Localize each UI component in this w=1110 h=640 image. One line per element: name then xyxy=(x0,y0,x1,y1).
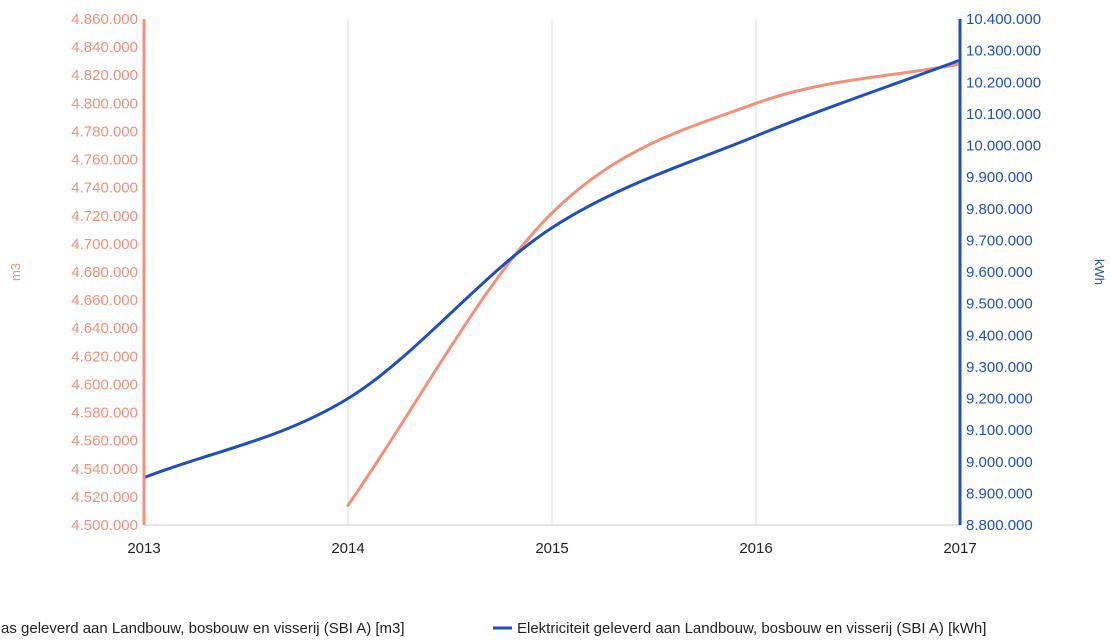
x-tick-label: 2013 xyxy=(127,540,160,557)
right-tick-label: 10.000.000 xyxy=(966,138,1041,155)
right-tick-label: 9.000.000 xyxy=(966,454,1033,471)
left-tick-label: 4.700.000 xyxy=(71,236,138,253)
x-axis-ticks: 2013 2014 2015 2016 2017 xyxy=(127,540,976,557)
right-tick-label: 8.800.000 xyxy=(966,517,1033,534)
left-tick-label: 4.720.000 xyxy=(71,208,138,225)
right-tick-label: 9.300.000 xyxy=(966,359,1033,376)
left-tick-label: 4.760.000 xyxy=(71,152,138,169)
right-tick-label: 10.100.000 xyxy=(966,106,1041,123)
right-y-axis-ticks: 8.800.000 8.900.000 9.000.000 9.100.000 9.20… xyxy=(966,11,1041,534)
right-tick-label: 9.100.000 xyxy=(966,422,1033,439)
x-tick-label: 2015 xyxy=(535,540,568,557)
right-tick-label: 9.800.000 xyxy=(966,201,1033,218)
right-tick-label: 9.500.000 xyxy=(966,296,1033,313)
right-tick-label: 9.200.000 xyxy=(966,391,1033,408)
right-tick-label: 10.200.000 xyxy=(966,74,1041,91)
left-tick-label: 4.800.000 xyxy=(71,95,138,112)
left-tick-label: 4.560.000 xyxy=(71,433,138,450)
series-lines xyxy=(142,58,962,507)
right-tick-label: 9.400.000 xyxy=(966,327,1033,344)
series-line-electricity xyxy=(142,58,962,480)
left-tick-label: 4.520.000 xyxy=(71,489,138,506)
legend-label-electricity: Elektriciteit geleverd aan Landbouw, bos… xyxy=(517,620,986,637)
left-tick-label: 4.640.000 xyxy=(71,320,138,337)
left-tick-label: 4.500.000 xyxy=(71,517,138,534)
right-tick-label: 10.400.000 xyxy=(966,11,1041,28)
legend: as geleverd aan Landbouw, bosbouw en vis… xyxy=(1,620,986,637)
right-tick-label: 9.600.000 xyxy=(966,264,1033,281)
left-tick-label: 4.740.000 xyxy=(71,180,138,197)
right-tick-label: 9.700.000 xyxy=(966,232,1033,249)
right-axis-title: kWh xyxy=(1092,259,1107,285)
left-tick-label: 4.540.000 xyxy=(71,461,138,478)
left-y-axis-ticks: 4.500.000 4.520.000 4.540.000 4.560.000 4.58… xyxy=(71,11,138,534)
right-tick-label: 9.900.000 xyxy=(966,169,1033,186)
left-tick-label: 4.860.000 xyxy=(71,11,138,28)
left-tick-label: 4.660.000 xyxy=(71,292,138,309)
x-tick-label: 2016 xyxy=(739,540,772,557)
grid-lines xyxy=(347,19,757,525)
left-tick-label: 4.580.000 xyxy=(71,405,138,422)
right-tick-label: 8.900.000 xyxy=(966,485,1033,502)
left-tick-label: 4.600.000 xyxy=(71,376,138,393)
series-line-gas xyxy=(346,62,962,507)
axes xyxy=(142,19,962,526)
x-tick-label: 2017 xyxy=(943,540,976,557)
left-tick-label: 4.620.000 xyxy=(71,348,138,365)
left-axis-title: m3 xyxy=(8,263,23,281)
left-tick-label: 4.680.000 xyxy=(71,264,138,281)
left-tick-label: 4.820.000 xyxy=(71,67,138,84)
legend-label-gas: as geleverd aan Landbouw, bosbouw en vis… xyxy=(1,620,405,637)
left-tick-label: 4.780.000 xyxy=(71,123,138,140)
x-tick-label: 2014 xyxy=(331,540,364,557)
left-tick-label: 4.840.000 xyxy=(71,39,138,56)
right-tick-label: 10.300.000 xyxy=(966,43,1041,60)
